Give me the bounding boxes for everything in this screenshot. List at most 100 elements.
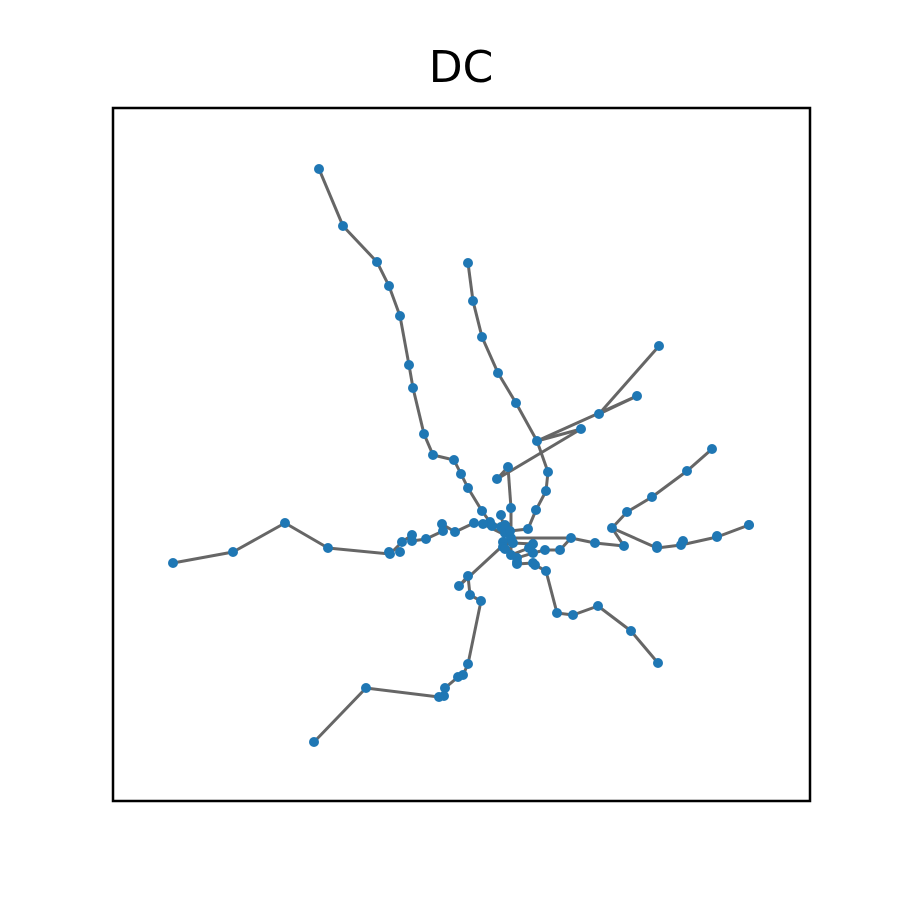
network-node xyxy=(590,538,600,548)
network-node xyxy=(531,505,541,515)
network-edge xyxy=(466,262,475,302)
network-edge xyxy=(317,168,345,227)
network-node xyxy=(566,533,576,543)
network-node xyxy=(463,258,473,268)
network-edge xyxy=(284,521,329,550)
network-node xyxy=(384,281,394,291)
network-node xyxy=(543,467,553,477)
network-node xyxy=(506,503,516,513)
chart-title: DC xyxy=(429,42,494,93)
network-node xyxy=(419,429,429,439)
network-node xyxy=(493,368,503,378)
network-edge xyxy=(716,523,750,539)
network-node xyxy=(654,341,664,351)
network-node xyxy=(532,436,542,446)
network-node xyxy=(541,566,551,576)
network-node xyxy=(626,626,636,636)
network-node xyxy=(712,531,722,541)
network-edge xyxy=(411,387,426,435)
network-node xyxy=(607,523,617,533)
network-node xyxy=(408,383,418,393)
network-node xyxy=(652,541,662,551)
network-node xyxy=(512,557,522,567)
network-edge xyxy=(544,570,559,614)
network-node xyxy=(477,506,487,516)
network-node xyxy=(385,549,395,559)
network-node xyxy=(540,545,550,555)
network-node xyxy=(397,537,407,547)
network-edge xyxy=(496,372,518,404)
network-node xyxy=(428,450,438,460)
network-edge xyxy=(327,546,391,556)
network-node xyxy=(511,398,521,408)
network-node xyxy=(505,526,515,536)
network-node xyxy=(323,543,333,553)
network-edge xyxy=(514,402,539,442)
network-node xyxy=(678,536,688,546)
network-edge xyxy=(651,469,688,499)
network-node xyxy=(476,596,486,606)
network-node xyxy=(576,424,586,434)
network-node xyxy=(469,518,479,528)
network-node xyxy=(309,737,319,747)
network-node xyxy=(594,409,604,419)
network-node xyxy=(503,462,513,472)
network-node xyxy=(395,311,405,321)
network-node xyxy=(496,510,506,520)
network-node xyxy=(168,558,178,568)
network-node xyxy=(647,492,657,502)
network-node xyxy=(453,672,463,682)
network-node xyxy=(528,539,538,549)
network-node xyxy=(508,538,518,548)
network-node xyxy=(463,483,473,493)
network-edge xyxy=(611,526,658,550)
network-node xyxy=(440,683,450,693)
network-node xyxy=(465,590,475,600)
network-node xyxy=(477,332,487,342)
network-edge xyxy=(535,440,550,473)
network-node xyxy=(228,547,238,557)
network-edge xyxy=(341,224,379,264)
network-node xyxy=(463,571,473,581)
network-edge xyxy=(629,630,660,664)
network-edge xyxy=(597,604,632,633)
network-node xyxy=(434,692,444,702)
network-node xyxy=(456,469,466,479)
network-node xyxy=(438,526,448,536)
network-edge xyxy=(506,466,513,509)
network-node xyxy=(707,444,717,454)
network-node xyxy=(468,296,478,306)
network-node xyxy=(404,360,414,370)
network-edge xyxy=(466,600,483,665)
network-node xyxy=(395,547,405,557)
network-node xyxy=(372,257,382,267)
network-node xyxy=(541,486,551,496)
network-edge xyxy=(598,394,638,416)
network-edge xyxy=(471,300,484,338)
network-node xyxy=(619,541,629,551)
network-node xyxy=(478,519,488,529)
network-node xyxy=(361,683,371,693)
network-node xyxy=(338,221,348,231)
network-edge xyxy=(536,427,582,443)
network-edge xyxy=(686,447,713,473)
network-node xyxy=(506,550,516,560)
network-node xyxy=(421,534,431,544)
network-edge xyxy=(232,521,286,554)
network-edge xyxy=(398,315,411,366)
network-node xyxy=(450,527,460,537)
network-node xyxy=(653,658,663,668)
network-edge xyxy=(387,285,402,317)
network-node xyxy=(744,520,754,530)
network-node xyxy=(632,391,642,401)
network-node xyxy=(622,507,632,517)
network-node xyxy=(407,530,417,540)
network-edge xyxy=(480,336,500,374)
edges-layer xyxy=(172,168,750,744)
network-node xyxy=(523,524,533,534)
network-node xyxy=(454,581,464,591)
network-node xyxy=(449,455,459,465)
network-node xyxy=(492,474,502,484)
network-node xyxy=(593,601,603,611)
